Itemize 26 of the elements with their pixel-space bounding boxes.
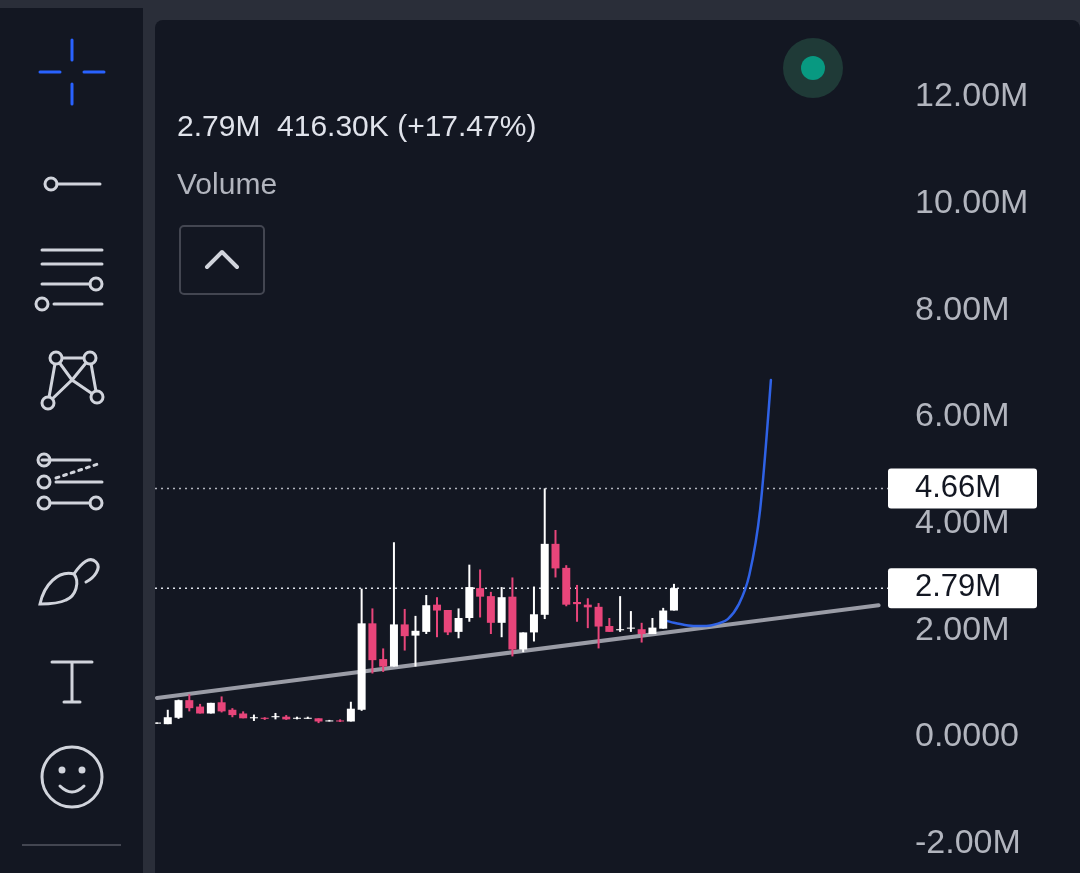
candlestick [659,606,668,630]
candlestick [443,609,452,637]
y-tick-label: 6.00M [915,395,1010,434]
annotation: 2.79M 416.30K (+17.47%) [177,109,537,142]
y-tick-label: 8.00M [915,288,1010,327]
candlestick [573,583,582,623]
y-tick-label: -2.00M [915,822,1021,861]
annotation: Volume [177,167,278,200]
candlestick [433,596,442,639]
ref-line-label: 2.79M [915,568,1002,604]
candlestick [400,607,409,652]
candlestick [594,602,603,650]
y-tick-label: 2.00M [915,608,1010,647]
y-tick-label: 10.00M [915,181,1029,220]
y-tick-label: 4.00M [915,502,1010,541]
candlestick [637,621,646,644]
y-tick-label: 0.0000 [915,715,1019,754]
y-tick-label: 12.00M [915,75,1029,114]
candlestick [379,647,388,673]
candlestick [411,614,420,668]
ref-line-label: 4.66M [915,468,1002,504]
candlestick [669,582,678,612]
candlestick [519,631,528,654]
candlestick [454,607,463,640]
candlestick [476,568,485,619]
candlestick [529,585,538,643]
